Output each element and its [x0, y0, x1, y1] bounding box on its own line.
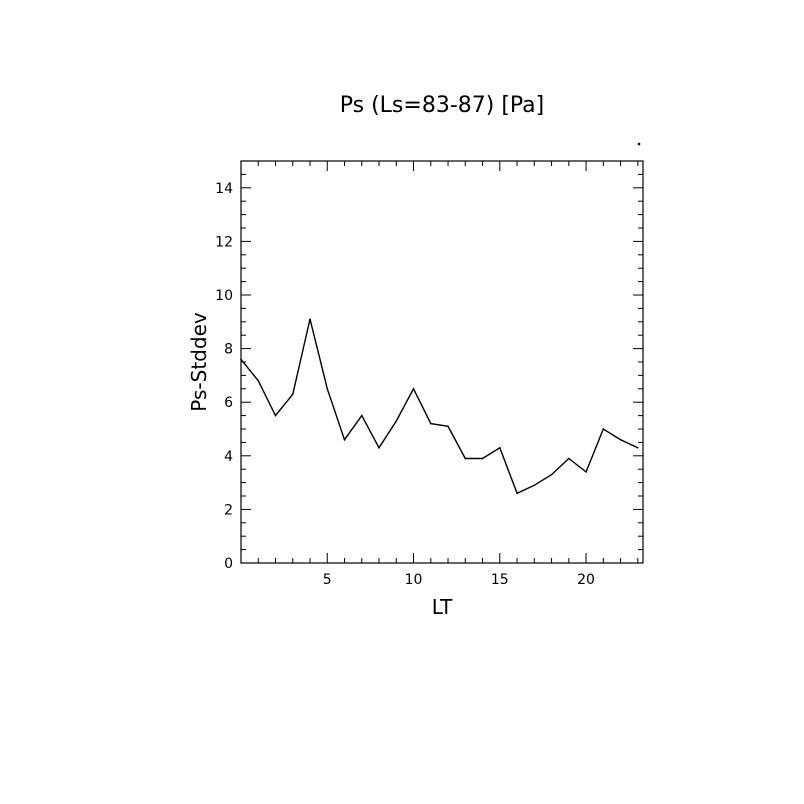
- data-point: [602, 428, 605, 430]
- corner-dot: [637, 142, 641, 146]
- data-point: [533, 484, 536, 487]
- data-point: [412, 388, 415, 390]
- data-point: [585, 471, 587, 473]
- y-tick-label: 14: [215, 181, 233, 197]
- data-point: [481, 457, 484, 460]
- data-point: [343, 438, 346, 441]
- data-point: [516, 492, 518, 495]
- series-line: [240, 318, 639, 495]
- data-point: [429, 422, 432, 425]
- data-point: [447, 425, 449, 428]
- data-point: [637, 446, 639, 449]
- y-tick-label: 4: [224, 449, 233, 465]
- series-layer: [240, 318, 639, 495]
- data-point: [309, 318, 311, 320]
- data-point: [360, 414, 363, 417]
- data-point: [568, 457, 570, 460]
- axis-ticks: [241, 161, 643, 563]
- x-axis-label: LT: [432, 595, 453, 619]
- y-tick-label: 2: [224, 502, 233, 518]
- data-point: [240, 358, 242, 361]
- data-point: [464, 457, 467, 460]
- y-tick-label: 10: [215, 288, 233, 304]
- x-tick-label: 10: [405, 572, 423, 588]
- data-point: [257, 379, 260, 382]
- y-tick-label: 12: [215, 234, 233, 250]
- data-point: [498, 446, 501, 449]
- x-tick-label: 15: [491, 572, 509, 588]
- data-point: [326, 388, 329, 390]
- y-tick-label: 6: [224, 395, 233, 411]
- data-point: [550, 473, 553, 476]
- y-tick-label: 0: [224, 556, 233, 572]
- chart-title: Ps (Ls=83-87) [Pa]: [340, 93, 545, 118]
- axis-tick-labels: 5 10 15 20 0 2 4 6 8 10 12 14: [215, 181, 595, 588]
- data-point: [378, 446, 380, 449]
- data-point: [291, 393, 294, 395]
- y-tick-label: 8: [224, 342, 233, 358]
- x-tick-label: 5: [323, 572, 332, 588]
- x-tick-label: 20: [577, 572, 595, 588]
- plot-frame: [240, 160, 644, 564]
- data-point: [274, 414, 277, 417]
- data-point: [619, 438, 622, 441]
- data-point: [395, 420, 398, 422]
- y-axis-label: Ps-Stddev: [187, 312, 211, 412]
